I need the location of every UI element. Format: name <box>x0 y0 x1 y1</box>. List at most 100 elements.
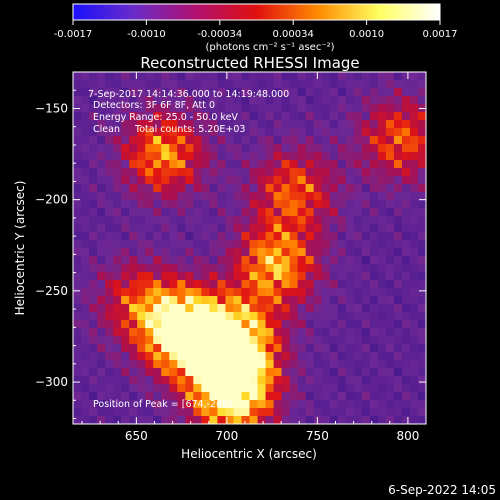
heatmap-cell <box>417 352 426 361</box>
heatmap-cell <box>225 96 234 105</box>
heatmap-cell <box>361 304 371 313</box>
heatmap-cell <box>377 72 387 81</box>
heatmap-cell <box>153 272 162 281</box>
heatmap-cell <box>233 128 242 137</box>
heatmap-cell <box>201 152 210 161</box>
heatmap-cell <box>265 328 275 337</box>
heatmap-cell <box>233 176 242 185</box>
heatmap-cell <box>233 312 242 321</box>
heatmap-cell <box>369 72 379 81</box>
heatmap-cell <box>329 192 339 201</box>
heatmap-cell <box>193 112 202 121</box>
heatmap-cell <box>233 152 242 161</box>
heatmap-cell <box>337 80 347 89</box>
heatmap-cell <box>361 368 371 377</box>
heatmap-cell <box>153 224 162 233</box>
heatmap-cell <box>401 360 411 369</box>
heatmap-cell <box>345 200 355 209</box>
heatmap-cell <box>361 288 371 297</box>
heatmap-cell <box>401 280 411 289</box>
heatmap-cell <box>257 304 267 313</box>
heatmap-cell <box>121 160 130 169</box>
heatmap-cell <box>289 368 299 377</box>
heatmap-cell <box>153 416 162 424</box>
heatmap-cell <box>185 80 194 89</box>
heatmap-cell <box>297 360 307 369</box>
heatmap-cell <box>241 312 250 321</box>
heatmap-cell <box>337 224 347 233</box>
heatmap-cell <box>337 280 347 289</box>
heatmap-cell <box>161 208 170 217</box>
heatmap-cell <box>129 208 138 217</box>
heatmap-cell <box>225 240 234 249</box>
heatmap-cell <box>337 416 347 424</box>
heatmap-cell <box>329 72 339 81</box>
heatmap-cell <box>97 104 106 113</box>
heatmap-cell <box>177 288 186 297</box>
heatmap-cell <box>257 416 267 424</box>
heatmap-cell <box>313 344 323 353</box>
heatmap-cell <box>201 144 210 153</box>
heatmap-cell <box>121 104 130 113</box>
heatmap-cell <box>401 288 411 297</box>
clean-annotation: Clean Total counts: 5.20E+03 <box>93 124 245 135</box>
heatmap-cell <box>185 224 194 233</box>
heatmap-cell <box>89 208 98 217</box>
heatmap-cell <box>361 280 371 289</box>
heatmap-cell <box>81 208 90 217</box>
heatmap-cell <box>233 248 242 257</box>
heatmap-cell <box>249 240 259 249</box>
heatmap-cell <box>273 96 283 105</box>
heatmap-cell <box>241 224 250 233</box>
heatmap-cell <box>289 216 299 225</box>
heatmap-cell <box>377 280 387 289</box>
heatmap-cell <box>121 216 130 225</box>
heatmap-cell <box>337 184 347 193</box>
heatmap-cell <box>257 408 267 417</box>
heatmap-cell <box>329 336 339 345</box>
heatmap-cell <box>321 88 331 97</box>
heatmap-cell <box>313 72 323 81</box>
heatmap-cell <box>297 232 307 241</box>
heatmap-cell <box>105 200 114 209</box>
heatmap-cell <box>313 136 323 145</box>
heatmap-cell <box>177 152 186 161</box>
heatmap-cell <box>217 160 226 169</box>
heatmap-cell <box>345 344 355 353</box>
heatmap-cell <box>73 120 82 129</box>
heatmap-cell <box>377 248 387 257</box>
heatmap-cell <box>297 128 307 137</box>
heatmap-cell <box>145 288 154 297</box>
heatmap-cell <box>225 248 234 257</box>
heatmap-cell <box>105 104 114 113</box>
heatmap-cell <box>137 160 146 169</box>
heatmap-cell <box>137 96 146 105</box>
heatmap-cell <box>145 360 154 369</box>
heatmap-cell <box>89 368 98 377</box>
heatmap-cell <box>137 80 146 89</box>
heatmap-cell <box>105 168 114 177</box>
heatmap-cell <box>273 328 283 337</box>
heatmap-cell <box>273 104 283 113</box>
heatmap-cell <box>337 360 347 369</box>
colorbar-unit-label: (photons cm⁻² s⁻¹ asec⁻²) <box>205 42 334 53</box>
heatmap-cell <box>257 88 267 97</box>
heatmap-cell <box>361 264 371 273</box>
heatmap-cell <box>385 144 395 153</box>
heatmap-cell <box>289 384 299 393</box>
heatmap-cell <box>145 376 154 385</box>
heatmap-cell <box>73 256 82 265</box>
heatmap-cell <box>377 336 387 345</box>
y-tick-label: −150 <box>35 101 68 115</box>
heatmap-cell <box>217 344 226 353</box>
heatmap-cell <box>257 384 267 393</box>
heatmap-cell <box>185 168 194 177</box>
heatmap-cell <box>305 192 315 201</box>
heatmap-cell <box>289 88 299 97</box>
energy-annotation: Energy Range: 25.0 - 50.0 keV <box>93 112 238 123</box>
heatmap-cell <box>393 208 403 217</box>
heatmap-cell <box>249 152 259 161</box>
heatmap-cell <box>169 368 178 377</box>
heatmap-cell <box>185 216 194 225</box>
heatmap-cell <box>265 352 275 361</box>
